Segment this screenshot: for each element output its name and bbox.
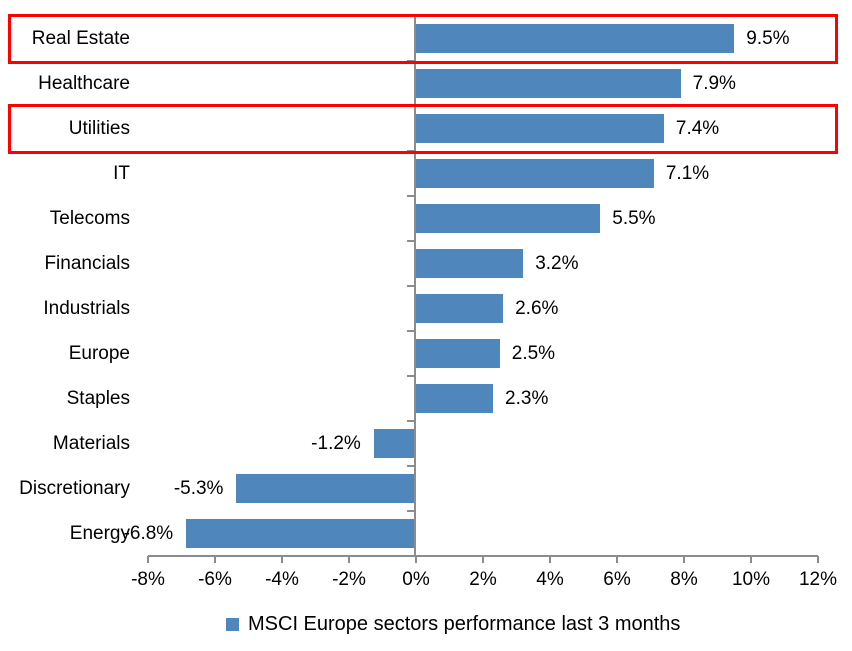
y-axis-tick: [407, 510, 414, 512]
bar: [416, 249, 524, 278]
category-label: Materials: [52, 432, 130, 454]
value-label: 3.2%: [535, 252, 579, 274]
value-label: 7.9%: [692, 72, 736, 94]
x-axis-tick-label: 6%: [603, 569, 631, 590]
category-label: IT: [113, 162, 130, 184]
y-axis-tick: [407, 420, 414, 422]
value-label: 9.5%: [746, 27, 790, 49]
value-label: 5.5%: [612, 207, 656, 229]
x-axis-tick: [549, 556, 551, 563]
category-label: Energy: [69, 522, 130, 544]
x-axis-tick: [147, 556, 149, 563]
value-label: -1.2%: [311, 432, 361, 454]
x-axis-tick-label: 8%: [670, 569, 698, 590]
bar: [416, 294, 504, 323]
bar: [236, 474, 414, 503]
category-label: Discretionary: [19, 477, 130, 499]
y-axis-tick: [407, 105, 414, 107]
x-axis-tick-label: -6%: [198, 569, 232, 590]
x-axis-tick-label: 10%: [731, 569, 771, 590]
category-label: Europe: [68, 342, 130, 364]
bar: [416, 69, 681, 98]
category-label: Financials: [44, 252, 130, 274]
bar: [416, 159, 654, 188]
x-axis-tick: [415, 556, 417, 563]
x-axis-tick: [482, 556, 484, 563]
y-axis-tick: [407, 285, 414, 287]
y-axis-tick: [407, 60, 414, 62]
legend-swatch-icon: [226, 617, 239, 631]
y-axis-tick: [407, 465, 414, 467]
x-axis-tick-label: -8%: [131, 569, 165, 590]
x-axis-tick: [616, 556, 618, 563]
legend: MSCI Europe sectors performance last 3 m…: [226, 612, 680, 636]
bar: [416, 114, 664, 143]
x-axis-tick-label: 2%: [469, 569, 497, 590]
x-axis-tick: [281, 556, 283, 563]
x-axis-tick-label: 0%: [402, 569, 430, 590]
bar: [416, 339, 500, 368]
bar: [373, 429, 414, 458]
value-label: 2.5%: [511, 342, 556, 364]
value-label: 7.4%: [675, 117, 720, 139]
y-axis-tick: [407, 330, 414, 332]
category-label: Real Estate: [31, 27, 130, 49]
x-axis-tick-label: -4%: [265, 569, 299, 590]
y-axis-tick: [407, 150, 414, 152]
bar: [416, 24, 735, 53]
value-label: -6.8%: [123, 522, 174, 544]
bar: [186, 519, 414, 548]
legend-label: MSCI Europe sectors performance last 3 m…: [248, 612, 681, 635]
value-label: 2.3%: [505, 387, 549, 409]
x-axis-tick-label: 4%: [536, 569, 564, 590]
category-label: Telecoms: [49, 207, 130, 229]
y-axis-tick: [407, 555, 414, 557]
x-axis-tick: [750, 556, 752, 563]
x-axis-tick: [683, 556, 685, 563]
y-axis-tick: [407, 240, 414, 242]
bar: [416, 204, 601, 233]
y-axis-tick: [407, 15, 414, 17]
x-axis-tick: [214, 556, 216, 563]
x-axis-tick: [348, 556, 350, 563]
x-axis-tick-label: 12%: [798, 569, 838, 590]
category-label: Staples: [66, 387, 130, 409]
category-label: Healthcare: [38, 72, 130, 94]
x-axis-tick: [817, 556, 819, 563]
x-axis-tick-label: -2%: [332, 569, 366, 590]
value-label: 7.1%: [665, 162, 710, 184]
category-label: Industrials: [43, 297, 130, 319]
bar: [416, 384, 494, 413]
y-axis-tick: [407, 375, 414, 377]
y-axis-tick: [407, 195, 414, 197]
y-axis-line: [414, 16, 416, 556]
value-label: -5.3%: [173, 477, 224, 499]
category-label: Utilities: [68, 117, 130, 139]
value-label: 2.6%: [515, 297, 559, 319]
